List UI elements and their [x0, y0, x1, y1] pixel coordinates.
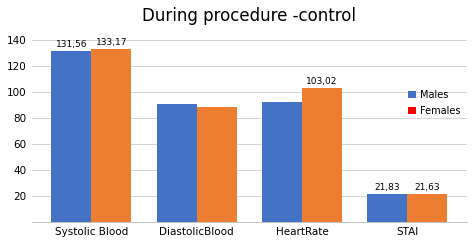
- Text: 133,17: 133,17: [96, 38, 127, 47]
- Title: During procedure -control: During procedure -control: [142, 7, 356, 25]
- Bar: [367, 194, 407, 222]
- Text: 131,56: 131,56: [55, 40, 87, 49]
- Bar: [302, 88, 342, 222]
- Bar: [156, 103, 197, 222]
- Text: 21,63: 21,63: [414, 183, 440, 193]
- Legend: Males, Females: Males, Females: [406, 88, 462, 118]
- Text: 103,02: 103,02: [306, 77, 337, 86]
- Bar: [91, 49, 131, 222]
- Bar: [51, 51, 91, 222]
- Text: 21,83: 21,83: [374, 183, 400, 192]
- Bar: [407, 194, 447, 222]
- Bar: [262, 102, 302, 222]
- Bar: [197, 108, 237, 222]
